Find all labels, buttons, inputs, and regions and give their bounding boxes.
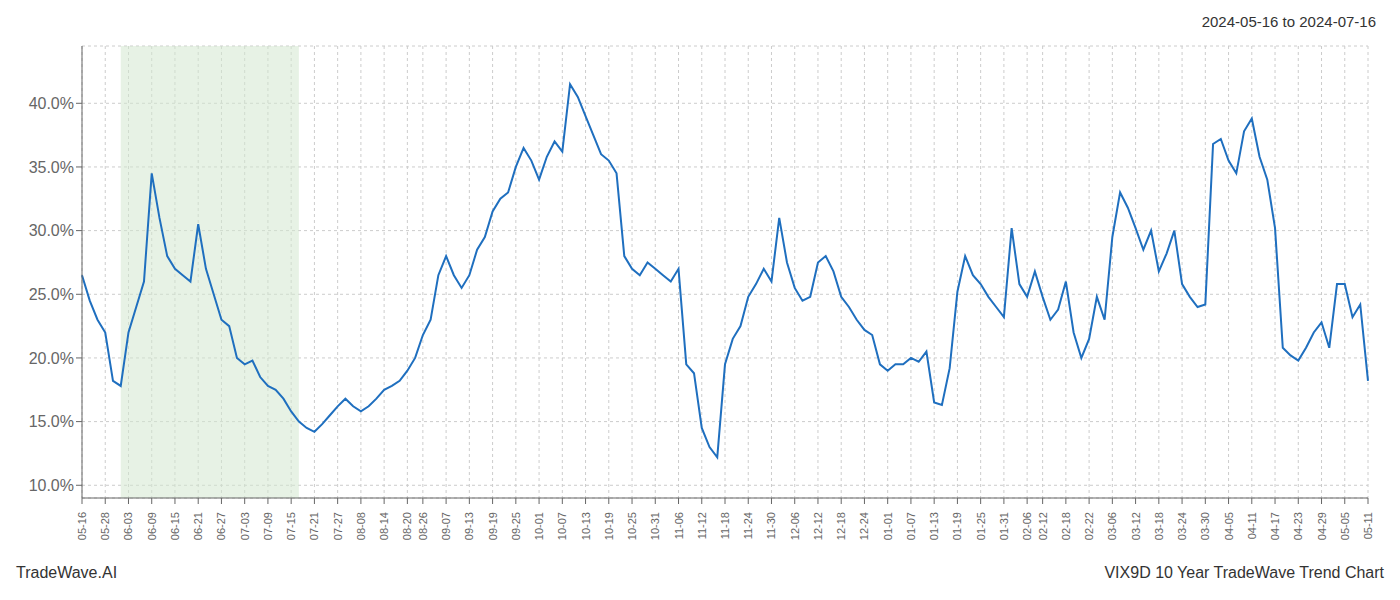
svg-text:07-21: 07-21 [308,512,320,540]
svg-text:05-28: 05-28 [99,512,111,540]
svg-text:02-06: 02-06 [1021,512,1033,540]
svg-text:03-30: 03-30 [1199,512,1211,540]
svg-text:10-07: 10-07 [556,512,568,540]
svg-text:06-27: 06-27 [215,512,227,540]
svg-text:10.0%: 10.0% [29,477,74,494]
svg-text:01-25: 01-25 [975,512,987,540]
svg-text:05-16: 05-16 [76,512,88,540]
svg-text:09-07: 09-07 [440,512,452,540]
svg-text:40.0%: 40.0% [29,95,74,112]
svg-text:10-31: 10-31 [649,512,661,540]
svg-text:07-09: 07-09 [262,512,274,540]
svg-text:01-19: 01-19 [951,512,963,540]
svg-text:06-09: 06-09 [146,512,158,540]
svg-text:10-01: 10-01 [533,512,545,540]
svg-text:04-05: 04-05 [1223,512,1235,540]
svg-text:04-17: 04-17 [1269,512,1281,540]
svg-text:06-21: 06-21 [192,512,204,540]
html-text:VIX9D 10 Year TradeWave Trend: VIX9D 10 Year TradeWave Trend Chart [1104,564,1384,581]
svg-text:08-20: 08-20 [401,512,413,540]
svg-text:10-19: 10-19 [603,512,615,540]
svg-text:01-01: 01-01 [882,512,894,540]
svg-text:01-31: 01-31 [998,512,1010,540]
svg-text:07-03: 07-03 [239,512,251,540]
html-text:TradeWave.AI: TradeWave.AI [16,564,118,581]
svg-text:12-18: 12-18 [835,512,847,540]
svg-text:12-24: 12-24 [858,512,870,540]
svg-text:04-23: 04-23 [1292,512,1304,540]
svg-text:11-06: 11-06 [673,512,685,539]
svg-text:12-12: 12-12 [812,512,824,540]
svg-text:08-08: 08-08 [355,512,367,540]
svg-text:07-15: 07-15 [285,512,297,540]
svg-text:11-12: 11-12 [696,512,708,539]
svg-text:03-18: 03-18 [1153,512,1165,540]
svg-text:03-06: 03-06 [1106,512,1118,540]
svg-text:03-24: 03-24 [1176,512,1188,540]
svg-text:09-25: 09-25 [510,512,522,540]
svg-text:11-18: 11-18 [719,512,731,539]
svg-text:12-06: 12-06 [789,512,801,540]
svg-text:01-13: 01-13 [928,512,940,540]
svg-text:07-27: 07-27 [332,512,344,540]
svg-text:09-19: 09-19 [487,512,499,540]
html-text:2024-05-16 to 2024-07-16: 2024-05-16 to 2024-07-16 [1201,13,1376,30]
svg-text:11-24: 11-24 [742,512,754,539]
svg-text:15.0%: 15.0% [29,413,74,430]
svg-text:25.0%: 25.0% [29,286,74,303]
svg-text:11-30: 11-30 [765,512,777,539]
svg-text:02-22: 02-22 [1083,512,1095,540]
svg-text:06-03: 06-03 [122,512,134,540]
svg-text:20.0%: 20.0% [29,350,74,367]
svg-text:02-12: 02-12 [1037,512,1049,540]
svg-text:08-26: 08-26 [417,512,429,540]
svg-text:05-05: 05-05 [1339,512,1351,540]
svg-text:30.0%: 30.0% [29,222,74,239]
svg-text:10-25: 10-25 [626,512,638,540]
svg-text:09-13: 09-13 [463,512,475,540]
svg-text:10-13: 10-13 [580,512,592,540]
svg-text:04-29: 04-29 [1316,512,1328,540]
svg-text:03-12: 03-12 [1130,512,1142,540]
svg-text:01-07: 01-07 [905,512,917,540]
svg-text:08-14: 08-14 [378,512,390,540]
svg-text:04-11: 04-11 [1246,512,1258,539]
svg-text:05-11: 05-11 [1362,512,1374,539]
svg-text:02-18: 02-18 [1060,512,1072,540]
svg-text:06-15: 06-15 [169,512,181,540]
svg-text:35.0%: 35.0% [29,159,74,176]
